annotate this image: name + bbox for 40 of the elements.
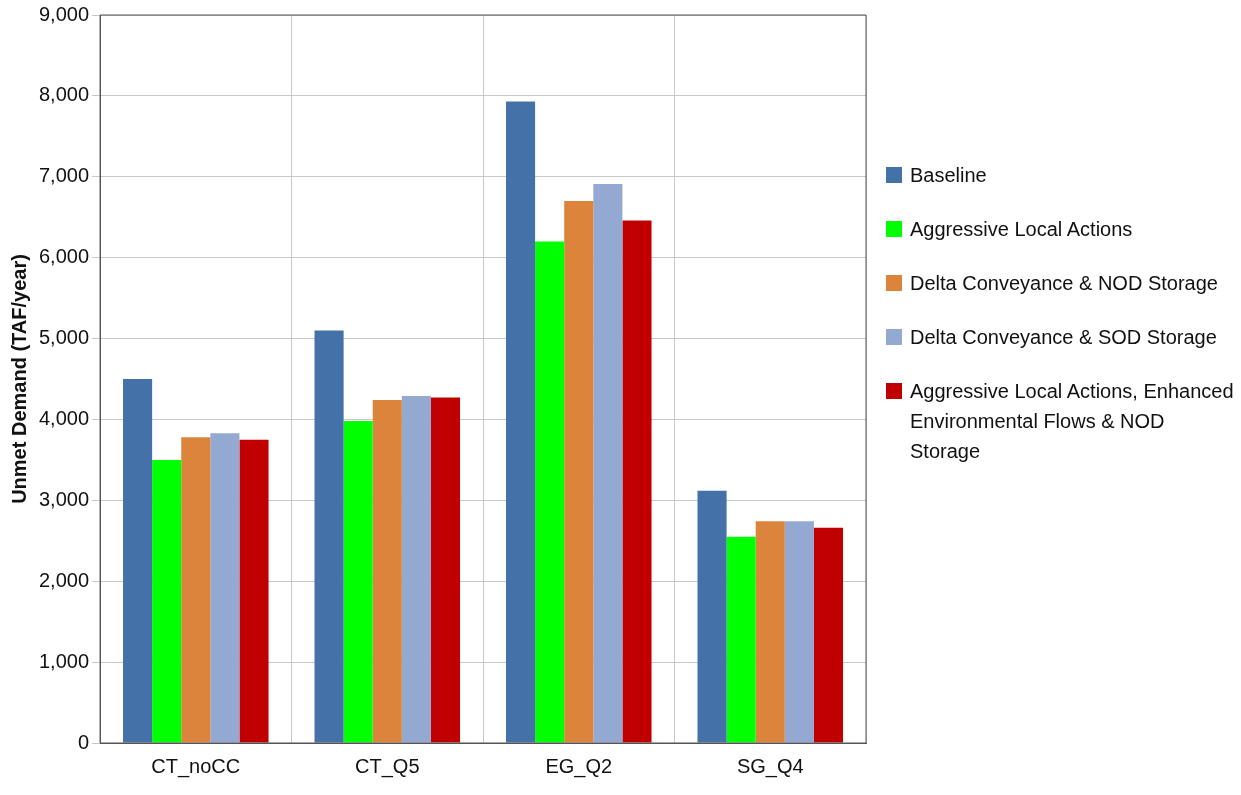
y-tick-label: 6,000: [38, 245, 90, 268]
bar: [784, 521, 814, 743]
x-tick-label: CT_noCC: [151, 754, 241, 778]
legend-label: Delta Conveyance & NOD Storage: [910, 271, 1218, 296]
bar: [210, 433, 240, 743]
legend-label: Aggressive Local Actions, Enhanced Environmental Flows & NOD Storage: [910, 379, 1235, 464]
x-tick-label: EG_Q2: [545, 754, 613, 778]
bar: [697, 490, 727, 743]
bar: [123, 379, 153, 743]
bar: [813, 527, 844, 743]
bar: [564, 201, 594, 743]
bar: [239, 439, 269, 743]
legend-label: Aggressive Local Actions: [910, 217, 1133, 242]
y-tick-label: 1,000: [38, 649, 90, 672]
bar: [593, 184, 623, 743]
y-tick-label: 4,000: [38, 406, 90, 429]
bar: [372, 400, 402, 743]
legend-label: Delta Conveyance & SOD Storage: [910, 325, 1217, 350]
bar: [152, 459, 182, 743]
y-axis-title: Unmet Demand (TAF/year): [7, 254, 30, 504]
bar: [535, 241, 565, 743]
bar: [401, 395, 431, 743]
y-tick-label: 2,000: [38, 568, 90, 591]
y-tick-label: 3,000: [38, 487, 90, 510]
x-tick-label: SG_Q4: [736, 754, 804, 778]
bar: [314, 330, 344, 743]
y-tick-label: 0: [77, 730, 90, 753]
bar: [755, 521, 785, 743]
bar: [726, 536, 756, 743]
bar: [343, 421, 373, 743]
bar: [506, 101, 536, 743]
y-tick-label: 8,000: [38, 83, 90, 106]
y-tick-label: 9,000: [38, 2, 90, 25]
legend-label: Baseline: [910, 163, 987, 188]
y-tick-label: 5,000: [38, 326, 90, 349]
y-tick-label: 7,000: [38, 164, 90, 187]
bar: [181, 437, 211, 743]
bar: [622, 220, 652, 743]
bar: [430, 397, 461, 743]
x-tick-label: CT_Q5: [355, 754, 420, 778]
